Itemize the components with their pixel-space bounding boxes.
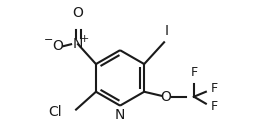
Text: Cl: Cl [49, 105, 62, 119]
Text: F: F [211, 100, 218, 113]
Text: N: N [73, 37, 83, 51]
Text: F: F [190, 66, 197, 79]
Text: N: N [115, 108, 125, 122]
Text: O: O [73, 6, 83, 21]
Text: F: F [211, 82, 218, 95]
Text: +: + [79, 34, 89, 44]
Text: I: I [165, 24, 169, 38]
Text: −: − [44, 35, 53, 45]
Text: O: O [53, 39, 64, 53]
Text: O: O [161, 90, 172, 104]
